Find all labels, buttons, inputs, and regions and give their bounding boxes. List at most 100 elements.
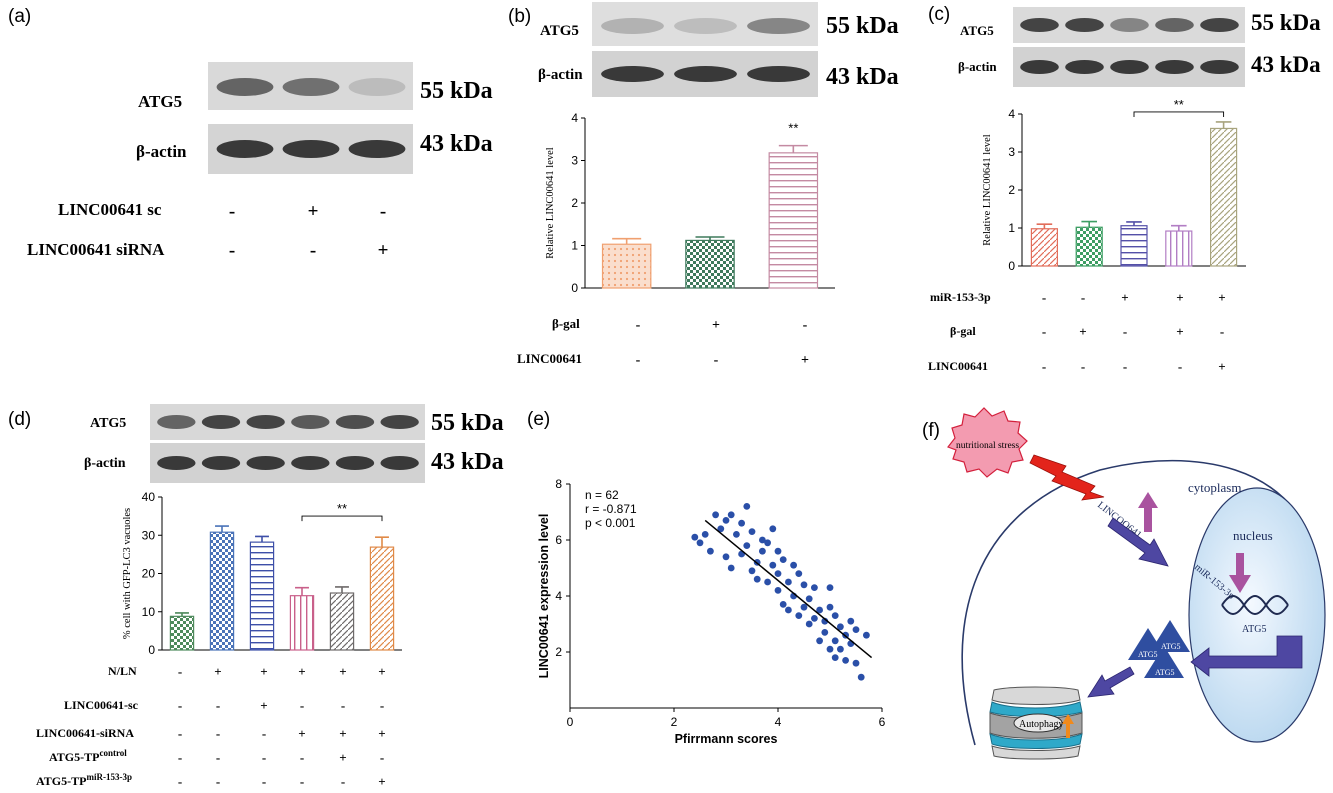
chart-e-point-8 [727, 564, 735, 572]
panel-d-letter: (d) [8, 409, 31, 430]
panel-d-kda-55: 55 kDa [431, 410, 504, 436]
panel-f: (f) nucleus cytoplasm nutritional stress… [922, 407, 1326, 760]
chart-d-errorbar-4 [335, 586, 349, 594]
panel-d-sign-3-1: - [216, 750, 220, 765]
chart-e-point-14 [743, 503, 751, 510]
panel-b-band-actin-2 [747, 66, 810, 82]
chart-e-stat-2: p < 0.001 [585, 516, 636, 530]
panel-b-cond-bgal: β-gal [552, 316, 580, 331]
down-arrow-icon [1229, 553, 1251, 593]
cell-membrane [961, 459, 1313, 746]
panel-b-sign-1-0: - [636, 353, 641, 368]
panel-d-sign-0-5: + [378, 664, 385, 679]
panel-c-kda-43: 43 kDa [1251, 52, 1321, 77]
chart-d-errorbar-3 [295, 586, 309, 596]
chart-e-point-5 [717, 525, 725, 533]
chart-e-point-27 [774, 547, 782, 555]
chart-d-errorbar-1 [215, 525, 229, 533]
chart-e-xtick-label-2: 4 [775, 715, 782, 729]
chart-e-point-37 [800, 603, 808, 611]
panel-d-cond-sirna: LINC00641-siRNA [36, 726, 134, 740]
chart-c-bar-4 [1210, 127, 1238, 267]
panel-d-sign-1-3: - [300, 698, 304, 713]
chart-b-bar-0 [601, 243, 652, 289]
chart-e-ytick-label-3: 8 [555, 477, 562, 491]
panel-c-band-atg5-3 [1155, 18, 1194, 32]
panel-a-letter: (a) [8, 6, 31, 27]
chart-e-point-36 [800, 581, 808, 589]
chart-b-ytick-label-1: 1 [571, 239, 578, 253]
chart-e-point-13 [743, 542, 751, 549]
chart-e-point-28 [779, 556, 787, 563]
chart-e-point-16 [748, 528, 756, 535]
panel-d-band-atg5-2 [246, 415, 285, 429]
panel-c-cond-mir: miR-153-3p [930, 290, 991, 304]
panel-a: (a) ATG5 β-actin 55 kDa 43 kDa LINC00641… [8, 6, 493, 261]
chart-e-ytick-label-0: 2 [555, 645, 562, 659]
panel-a-atg5-label: ATG5 [138, 92, 182, 111]
chart-e-point-23 [769, 561, 777, 569]
panel-a-band-actin-1 [282, 140, 340, 158]
panel-c-band-actin-0 [1020, 60, 1059, 74]
chart-b-bar-1 [685, 239, 735, 289]
chart-d-errorbar-5 [375, 536, 389, 548]
chart-e-trend-line [704, 519, 873, 659]
panel-d-band-atg5-4 [335, 415, 375, 429]
chart-c-ytick-label-1: 1 [1008, 221, 1015, 235]
chart-d-significance-bracket [301, 515, 383, 522]
chart-b-ytick-label-0: 0 [571, 281, 578, 295]
chart-e-point-7 [722, 553, 730, 561]
up-arrow-icon [1138, 492, 1158, 532]
panel-b-sign-0-2: - [803, 318, 808, 333]
panel-c-cond-linc: LINC00641 [928, 359, 988, 373]
panel-b-letter: (b) [508, 6, 531, 27]
panel-a-sign-1-2: + [378, 240, 389, 261]
panel-d-cond-tp-mir: ATG5-TPmiR-153-3p [36, 772, 132, 788]
chart-e-point-30 [785, 578, 792, 586]
chart-e-point-51 [831, 654, 839, 661]
chart-e-point-22 [764, 539, 771, 547]
panel-a-actin-label: β-actin [136, 142, 187, 161]
panel-c-sign-1-1: + [1079, 324, 1086, 339]
panel-d: (d) ATG5 β-actin 55 kDa 43 kDa 0 10 20 30 40… [8, 404, 504, 789]
panel-d-band-actin-3 [291, 456, 330, 470]
panel-d-atg5-label: ATG5 [90, 416, 126, 431]
chart-e-point-45 [821, 629, 829, 636]
autophagy-label: Autophagy [1019, 719, 1063, 730]
chart-e-point-61 [863, 631, 870, 639]
chart-b-ytick-label-4: 4 [571, 111, 578, 125]
chart-d-ytick-label-0: 0 [148, 643, 155, 657]
chart-e-point-9 [727, 511, 735, 519]
panel-a-sign-0-0: - [229, 201, 235, 222]
panel-d-band-atg5-0 [157, 415, 196, 429]
chart-e-point-2 [701, 531, 709, 538]
panel-d-kda-43: 43 kDa [431, 449, 504, 475]
chart-d-ylabel: % cell with GFP-LC3 vacuoles [122, 508, 133, 639]
panel-b-kda-55: 55 kDa [826, 13, 899, 39]
panel-f-letter: (f) [922, 420, 940, 441]
panel-a-band-atg5-1 [282, 78, 340, 96]
chart-e-point-21 [764, 578, 771, 586]
chart-e-point-53 [837, 645, 844, 653]
chart-e-point-43 [816, 606, 823, 614]
chart-e-point-49 [831, 637, 839, 645]
panel-a-sign-1-0: - [229, 240, 235, 261]
panel-c-sign-0-3: + [1176, 290, 1183, 305]
panel-d-sign-3-3: - [300, 750, 304, 765]
chart-c-errorbar-4 [1215, 121, 1232, 129]
chart-e-point-48 [826, 603, 834, 611]
chart-d-ytick-label-4: 40 [142, 490, 156, 504]
chart-e-point-38 [805, 595, 813, 603]
panel-b-band-atg5-2 [747, 18, 810, 34]
panel-c-sign-1-2: - [1123, 324, 1127, 339]
panel-c-chart: 0 1 2 3 4 Relative LINC00641 level ** [982, 97, 1246, 273]
dna-helix-icon [1221, 595, 1289, 615]
chart-e-point-1 [696, 539, 704, 547]
panel-d-chart: 0 10 20 30 40 % cell with GFP-LC3 vacuoles ** [122, 490, 402, 657]
panel-b-band-actin-0 [601, 66, 664, 82]
chart-e-point-0 [691, 533, 699, 541]
chart-b-significance: ** [788, 121, 798, 136]
panel-d-sign-1-4: - [341, 698, 345, 713]
panel-b-sign-1-2: + [801, 353, 809, 368]
